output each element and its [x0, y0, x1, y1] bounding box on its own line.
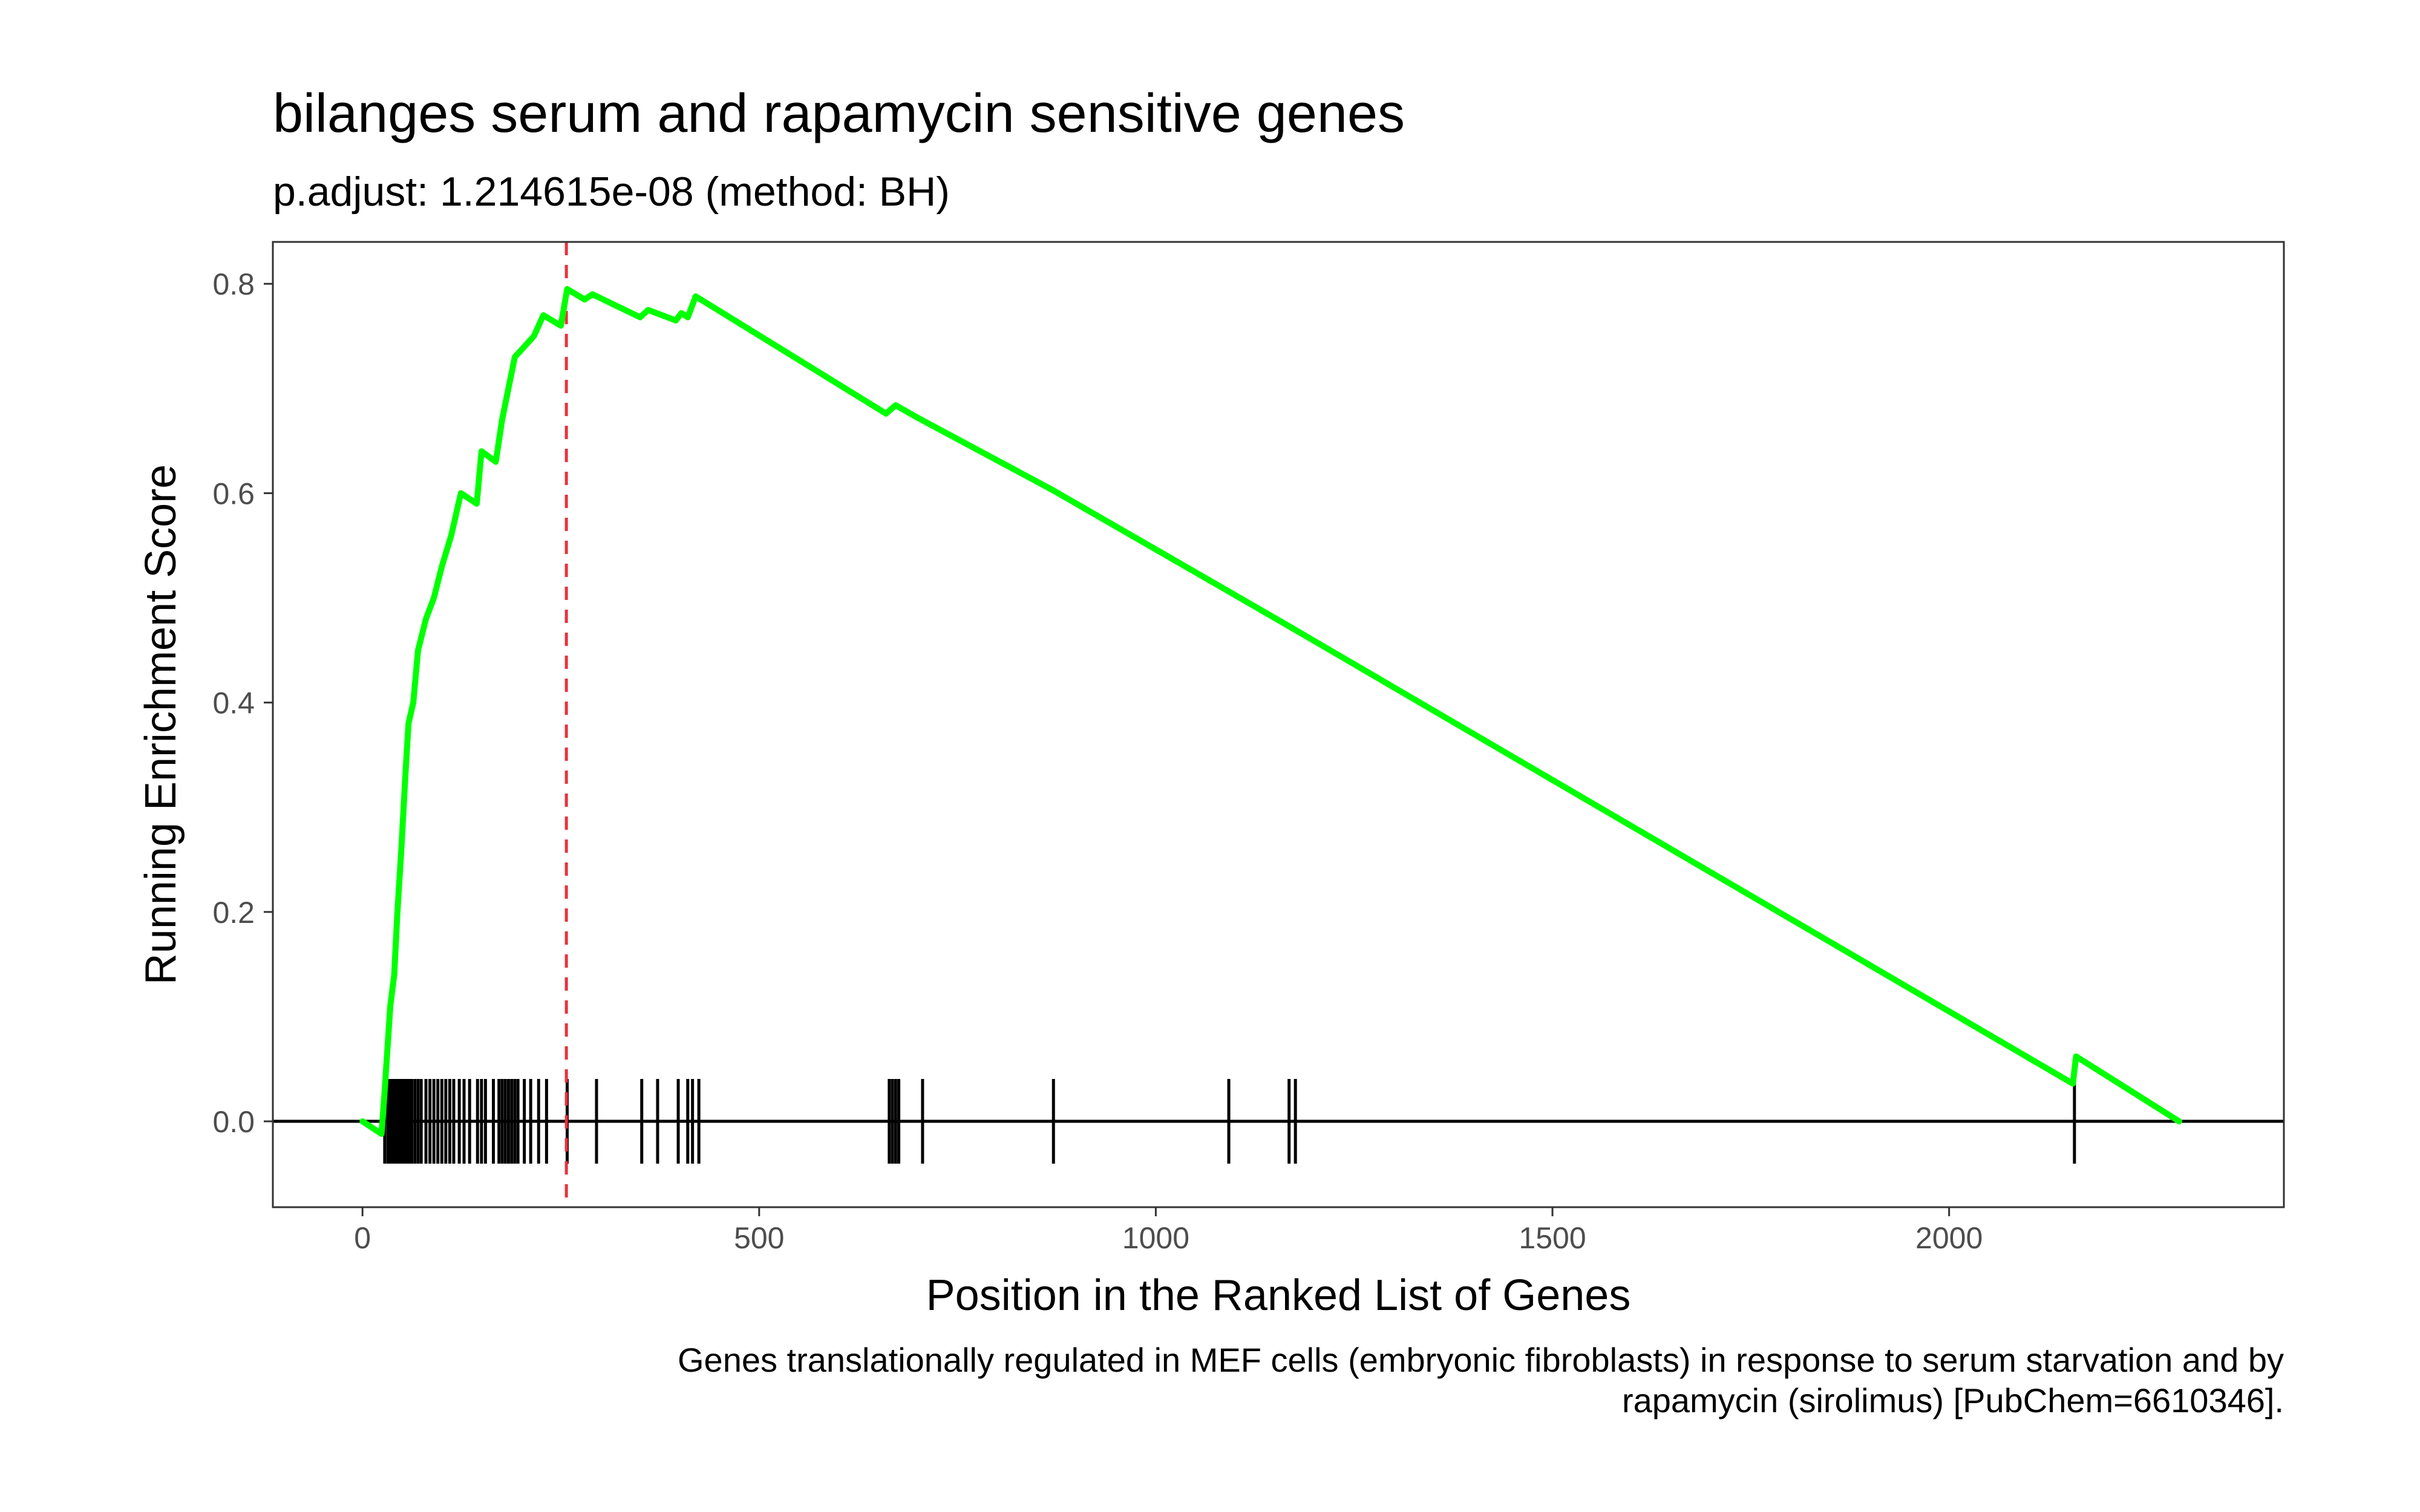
caption-line-1: Genes translationally regulated in MEF c… [678, 1341, 2284, 1379]
y-tick-label: 0.4 [212, 686, 255, 720]
x-axis-label: Position in the Ranked List of Genes [926, 1271, 1631, 1320]
x-tick-label: 1000 [1122, 1221, 1189, 1255]
y-axis: 0.0 0.2 0.4 0.6 0.8 [212, 267, 273, 1139]
y-tick-label: 0.6 [212, 477, 255, 510]
panel-border [272, 241, 2285, 1208]
x-tick-label: 1500 [1519, 1221, 1586, 1255]
y-tick-label: 0.0 [212, 1105, 255, 1139]
plot-area [273, 242, 2284, 1207]
x-tick-label: 0 [354, 1221, 371, 1255]
y-axis-label: Running Enrichment Score [137, 464, 185, 985]
x-axis: 0 500 1000 1500 2000 [354, 1207, 1983, 1255]
chart-title: bilanges serum and rapamycin sensitive g… [273, 83, 1405, 144]
chart-subtitle: p.adjust: 1.214615e-08 (method: BH) [273, 169, 950, 215]
x-tick-label: 500 [734, 1221, 784, 1255]
x-tick-label: 2000 [1915, 1221, 1983, 1255]
y-tick-label: 0.2 [212, 896, 255, 930]
caption-line-2: rapamycin (sirolimus) [PubChem=6610346]. [1622, 1381, 2284, 1419]
running-score-line [359, 285, 2182, 1137]
y-tick-label: 0.8 [212, 267, 255, 301]
